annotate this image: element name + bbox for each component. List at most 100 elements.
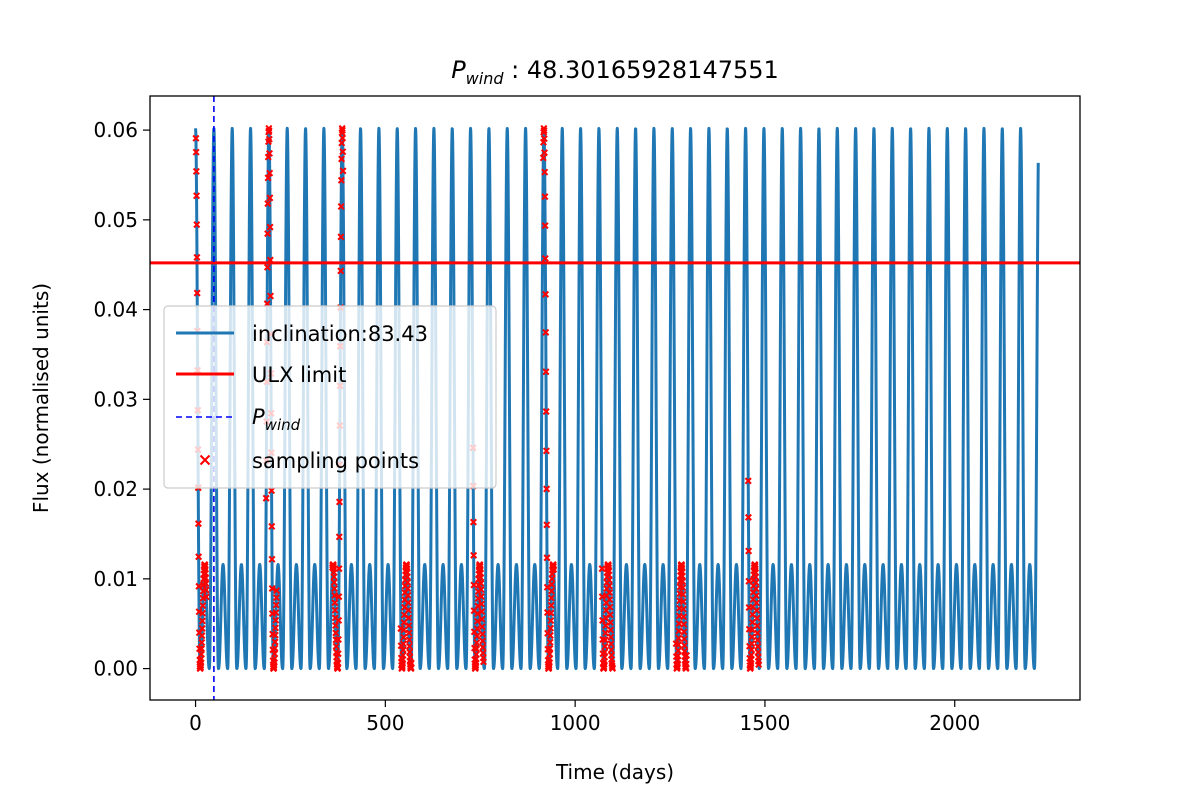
sampling-point [335, 498, 343, 506]
sampling-point [399, 646, 407, 654]
sampling-point [748, 646, 756, 654]
y-tick-label: 0.06 [93, 118, 138, 142]
sampling-point [473, 632, 481, 640]
legend-label-sampling: sampling points [252, 449, 419, 473]
sampling-point [193, 289, 201, 297]
sampling-point [202, 580, 210, 588]
sampling-point [683, 651, 691, 659]
sampling-point [271, 638, 279, 646]
sampling-point [546, 631, 554, 639]
sampling-point [335, 565, 343, 573]
sampling-point [546, 638, 554, 646]
sampling-point [193, 221, 201, 229]
sampling-point [193, 253, 201, 261]
sampling-point [755, 661, 763, 669]
sampling-point [607, 626, 615, 634]
sampling-point [272, 616, 280, 624]
sampling-point [679, 578, 687, 586]
sampling-point [606, 603, 614, 611]
sampling-point [601, 636, 609, 644]
x-tick-label: 1500 [739, 711, 790, 735]
sampling-point [405, 614, 413, 622]
sampling-point [199, 454, 211, 466]
sampling-point [601, 629, 609, 637]
sampling-point [753, 614, 761, 622]
sampling-point [547, 617, 555, 625]
sampling-point [335, 593, 343, 601]
sampling-point [679, 584, 687, 592]
legend-box [163, 305, 497, 489]
sampling-point [337, 233, 345, 241]
sampling-point [541, 193, 549, 201]
sampling-point [542, 368, 550, 376]
sampling-point [479, 658, 487, 666]
sampling-point [272, 624, 280, 632]
sampling-point [547, 594, 555, 602]
x-tick-label: 500 [366, 711, 404, 735]
sampling-point [542, 447, 550, 455]
sampling-point [331, 606, 339, 614]
sampling-point [330, 573, 338, 581]
sampling-point [550, 565, 558, 573]
sampling-point [195, 645, 203, 653]
sampling-point [337, 202, 345, 210]
sampling-point [680, 620, 688, 628]
sampling-point [338, 155, 346, 163]
sampling-point [264, 200, 272, 208]
sampling-point [337, 267, 345, 275]
sampling-point [404, 599, 412, 607]
sampling-point [745, 547, 753, 555]
sampling-point [601, 648, 609, 656]
sampling-point [266, 256, 274, 264]
sampling-point [472, 650, 480, 658]
legend-label-p-wind: Pwind [252, 405, 301, 434]
sampling-point [598, 565, 606, 573]
sampling-point [337, 176, 345, 184]
sampling-point [679, 598, 687, 606]
sampling-point [268, 555, 276, 563]
sampling-point [547, 601, 555, 609]
sampling-point [400, 626, 408, 634]
sampling-point [543, 554, 551, 562]
sampling-point [752, 585, 760, 593]
sampling-point [271, 631, 279, 639]
sampling-point [744, 477, 752, 485]
sampling-point [473, 639, 481, 647]
sampling-point [194, 520, 202, 528]
sampling-point [478, 623, 486, 631]
sampling-point [605, 582, 613, 590]
sampling-point [748, 640, 756, 648]
sampling-point [753, 606, 761, 614]
sampling-point [752, 592, 760, 600]
sampling-point [331, 622, 340, 630]
sampling-point [266, 169, 274, 177]
sampling-point [601, 642, 609, 650]
sampling-point [334, 659, 342, 667]
sampling-point [675, 627, 683, 635]
sampling-point [680, 628, 688, 636]
sampling-point [477, 586, 485, 594]
sampling-point [606, 596, 614, 604]
sampling-point [273, 587, 281, 595]
sampling-point [404, 585, 412, 593]
sampling-point [541, 254, 549, 262]
sampling-point [268, 584, 276, 592]
sampling-point [405, 642, 413, 650]
sampling-point [547, 624, 555, 632]
sampling-point [268, 522, 276, 530]
y-tick-label: 0.05 [93, 208, 138, 232]
sampling-point [266, 223, 274, 231]
x-axis: 0 500 1000 1500 2000 [189, 700, 980, 735]
sampling-point [548, 580, 556, 589]
sampling-point [682, 660, 690, 668]
sampling-point [477, 574, 485, 582]
y-tick-label: 0.03 [93, 387, 138, 411]
sampling-point [680, 641, 688, 649]
sampling-point [330, 585, 338, 593]
sampling-point [604, 561, 612, 569]
sampling-point [335, 533, 343, 541]
sampling-point [335, 616, 343, 624]
sampling-point [271, 650, 279, 658]
x-tick-label: 1000 [550, 711, 601, 735]
